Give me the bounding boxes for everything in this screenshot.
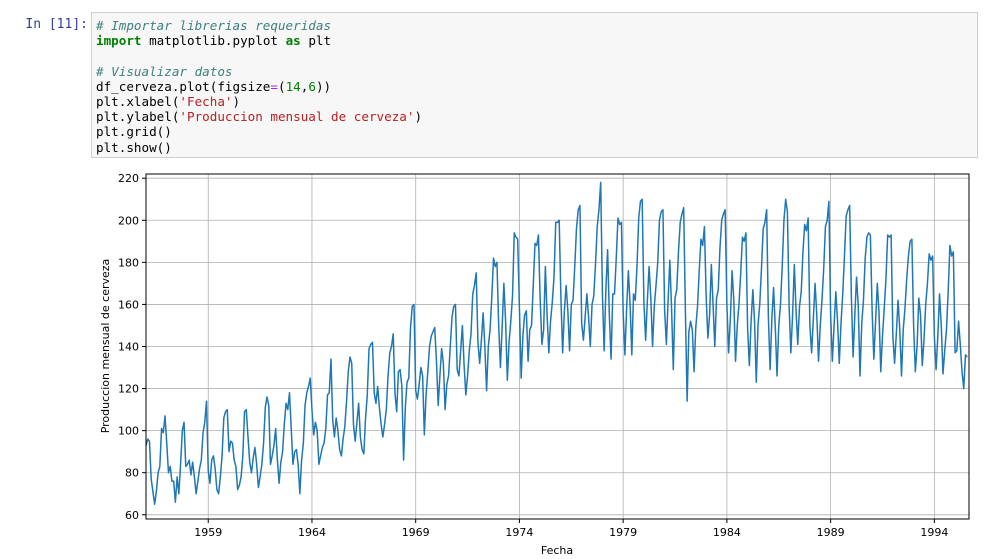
x-tick-label: 1994: [920, 526, 948, 539]
code-line: plt.grid(): [96, 124, 973, 139]
code-token: plt.ylabel(: [96, 109, 180, 125]
code-token: ): [414, 109, 423, 125]
code-token: plt.grid(): [96, 124, 172, 140]
x-tick-label: 1969: [402, 526, 430, 539]
y-tick-label: 60: [125, 509, 139, 522]
code-token: as: [285, 33, 301, 49]
code-line: # Importar librerias requeridas: [96, 18, 973, 33]
code-line: [96, 48, 973, 63]
y-tick-label: 80: [125, 467, 139, 480]
beer-production-line-chart: 60 80 100 120 140 160 180 200 220 1959 1964 1969 197…: [99, 172, 970, 557]
code-token: 'Produccion mensual de cerveza': [179, 109, 415, 125]
series-layer: [145, 181, 968, 506]
code-token: 14: [285, 78, 301, 94]
x-tick-label: 1984: [713, 526, 741, 539]
cell-prompt: In [11]:: [25, 17, 88, 32]
code-line: plt.ylabel('Produccion mensual de cervez…: [96, 109, 973, 124]
code-token: 6: [308, 78, 316, 94]
y-tick-label: 120: [118, 383, 139, 396]
x-tick-label: 1979: [609, 526, 637, 539]
beer-production-series-line: [145, 181, 968, 506]
code-token: plt.xlabel(: [96, 93, 180, 109]
y-axis-label: Produccion mensual de cerveza: [99, 259, 112, 434]
code-token: ,: [300, 78, 309, 94]
x-tick-label: 1974: [505, 526, 533, 539]
y-tick-label: 160: [118, 298, 139, 311]
y-tick-label: 100: [118, 425, 139, 438]
x-axis-label: Fecha: [541, 544, 573, 557]
code-token: )): [315, 78, 332, 94]
code-cell-editor[interactable]: # Importar librerias requeridas import ma…: [91, 12, 978, 158]
code-token: matplotlib.pyplot: [141, 33, 286, 49]
x-tick-label: 1964: [298, 526, 326, 539]
y-tick-label: 220: [118, 172, 139, 185]
code-line: plt.show(): [96, 140, 973, 155]
code-line: plt.xlabel('Fecha'): [96, 94, 973, 109]
code-token: # Visualizar datos: [96, 63, 233, 79]
x-tick-label: 1989: [817, 526, 845, 539]
code-token: plt.show(): [96, 139, 172, 155]
code-line: df_cerveza.plot(figsize=(14,6)): [96, 79, 973, 94]
code-token: ): [232, 93, 241, 109]
code-line: # Visualizar datos: [96, 64, 973, 79]
x-tick-label: 1959: [194, 526, 222, 539]
ticks-layer: 60 80 100 120 140 160 180 200 220 1959 1964 1969 197…: [118, 172, 948, 539]
y-tick-label: 200: [118, 214, 139, 227]
code-token: (: [277, 78, 286, 94]
code-token: plt: [300, 33, 332, 49]
code-token: =: [270, 78, 278, 94]
code-token: df_cerveza.plot(figsize: [96, 78, 271, 94]
y-tick-label: 140: [118, 341, 139, 354]
code-token: # Importar librerias requeridas: [96, 18, 332, 33]
code-token: import: [96, 33, 142, 49]
code-line: import matplotlib.pyplot as plt: [96, 33, 973, 48]
code-token: 'Fecha': [179, 93, 233, 109]
y-tick-label: 180: [118, 256, 139, 269]
